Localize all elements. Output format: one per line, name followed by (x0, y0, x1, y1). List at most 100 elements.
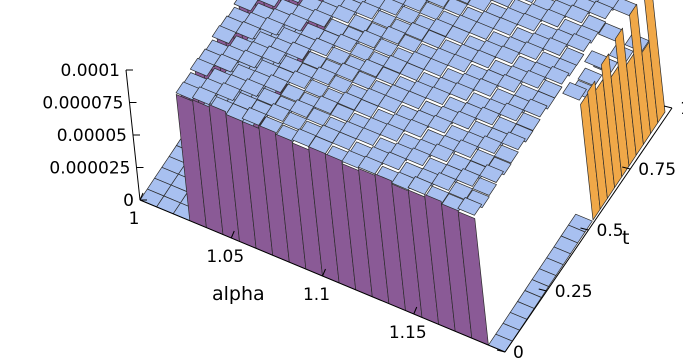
t-tick-label: 0.75 (638, 160, 676, 180)
surface-cell-top (522, 98, 548, 118)
surface-cell-top (421, 29, 447, 49)
surface-cell-top (373, 38, 399, 57)
surface-cell-right (629, 3, 651, 145)
surface-cell-top (239, 78, 265, 97)
surface-cell-top (399, 62, 425, 81)
surface-cell-top (287, 70, 313, 89)
surface-cell-top (407, 176, 433, 195)
alpha-tick-label: 1.1 (303, 285, 330, 305)
surface-cell-top (357, 155, 383, 175)
surface-cell-top (490, 0, 513, 8)
surface-cell-top (211, 25, 237, 44)
alpha-axis-label: alpha (212, 283, 265, 305)
surface-cell-top (397, 34, 423, 53)
surface-cell-right (644, 0, 666, 124)
surface-cell-top (306, 107, 331, 127)
surface-cell-top (419, 1, 445, 21)
surface-cell-top (377, 94, 403, 114)
surface-cell-top (355, 127, 381, 146)
alpha-tick-mark (322, 268, 326, 277)
surface-cell-top (282, 111, 308, 131)
surface-cell-top (467, 0, 492, 12)
surface-cell-top (256, 87, 282, 107)
surface-cell-top (215, 82, 241, 101)
surface-cell-top (566, 33, 592, 52)
surface-cell-top (540, 8, 566, 28)
alpha-axis-ticks: 1 1.05 1.1 1.15 (129, 192, 427, 343)
surface-cell-top (451, 110, 476, 130)
surface-cell-top (304, 79, 329, 98)
z-tick-label: 0.00005 (57, 126, 127, 146)
surface-cell-top (257, 0, 280, 8)
surface-cell-top (349, 42, 375, 62)
surface-cell-top (429, 143, 455, 163)
surface-cell-top (427, 114, 453, 134)
surface-cell-top (313, 95, 338, 115)
surface-cell-top (475, 106, 500, 126)
surface-cell-top (402, 0, 428, 12)
alpha-tick-mark (139, 192, 144, 201)
surface-cell-top (515, 112, 541, 131)
z-tick-label: 0 (123, 191, 134, 211)
surface-cell-top (404, 22, 430, 41)
t-tick-label: 0.25 (555, 282, 593, 302)
t-tick-mark (580, 227, 589, 231)
surface-cell-top (337, 91, 362, 111)
surface-cell-top (518, 41, 544, 60)
surface-cell-top (542, 37, 568, 56)
surface-cell-top (520, 70, 546, 89)
surface-cell-top (492, 17, 518, 36)
surface-cell-top (330, 103, 355, 122)
surface-cell-top (524, 0, 535, 4)
surface-cell-top (449, 82, 474, 101)
surface-cell-top (354, 0, 380, 20)
surface-cell-top (494, 45, 520, 65)
z-axis-ticks: 0 0.000025 0.00005 0.000075 0.0001 (42, 61, 147, 211)
surface-cell-top (357, 29, 382, 49)
surface-cell-top (516, 12, 542, 32)
t-tick-label: 1 (680, 99, 683, 119)
surface-cell-top (479, 164, 504, 183)
surface-cell-top (577, 67, 603, 87)
surface-cell-top (425, 86, 451, 105)
surface-cell-top (453, 139, 478, 158)
surface-cell-top (237, 49, 263, 69)
surface-cell-top (497, 74, 522, 93)
surface-cell-top (499, 102, 524, 122)
surface-cell-top (353, 99, 379, 118)
surface-cell-top (291, 0, 301, 3)
t-tick-mark (622, 166, 631, 170)
surface-cell-top (302, 51, 327, 70)
surface-cell-right (601, 53, 623, 188)
surface-cell-top (443, 0, 468, 16)
surface-cell-top (405, 147, 431, 167)
surface-cell-top (351, 70, 377, 90)
z-tick-label: 0.0001 (61, 61, 120, 81)
alpha-tick-mark (413, 306, 418, 315)
alpha-tick-label: 1.05 (206, 247, 244, 267)
surface-cell-top (380, 25, 406, 45)
surface-cell-top (395, 5, 421, 25)
surface-cell-top (332, 131, 357, 151)
surface-cell-top (403, 119, 429, 138)
surface-cell-top (471, 49, 496, 69)
t-axis-ticks: 0 0.25 0.5 0.75 1 (496, 99, 683, 363)
surface-cell-top (473, 78, 498, 97)
surface-cell-top (280, 83, 306, 103)
surface-cell-top (477, 135, 502, 154)
surface-cell-top (375, 66, 401, 86)
surface-cell-top (309, 37, 334, 57)
surface-cell-top (472, 177, 497, 196)
surface-cell-top (283, 12, 308, 32)
surface-cell-top (213, 53, 239, 73)
t-tick-label: 0.5 (597, 221, 624, 241)
surface-cell-top (445, 25, 470, 45)
surface-mesh (139, 0, 666, 353)
t-axis-label: t (622, 227, 629, 249)
surface-cell-top (335, 62, 360, 82)
surface-cell-top (311, 66, 336, 86)
surface-cell-top (289, 99, 315, 118)
surface-cell-top (235, 21, 261, 40)
